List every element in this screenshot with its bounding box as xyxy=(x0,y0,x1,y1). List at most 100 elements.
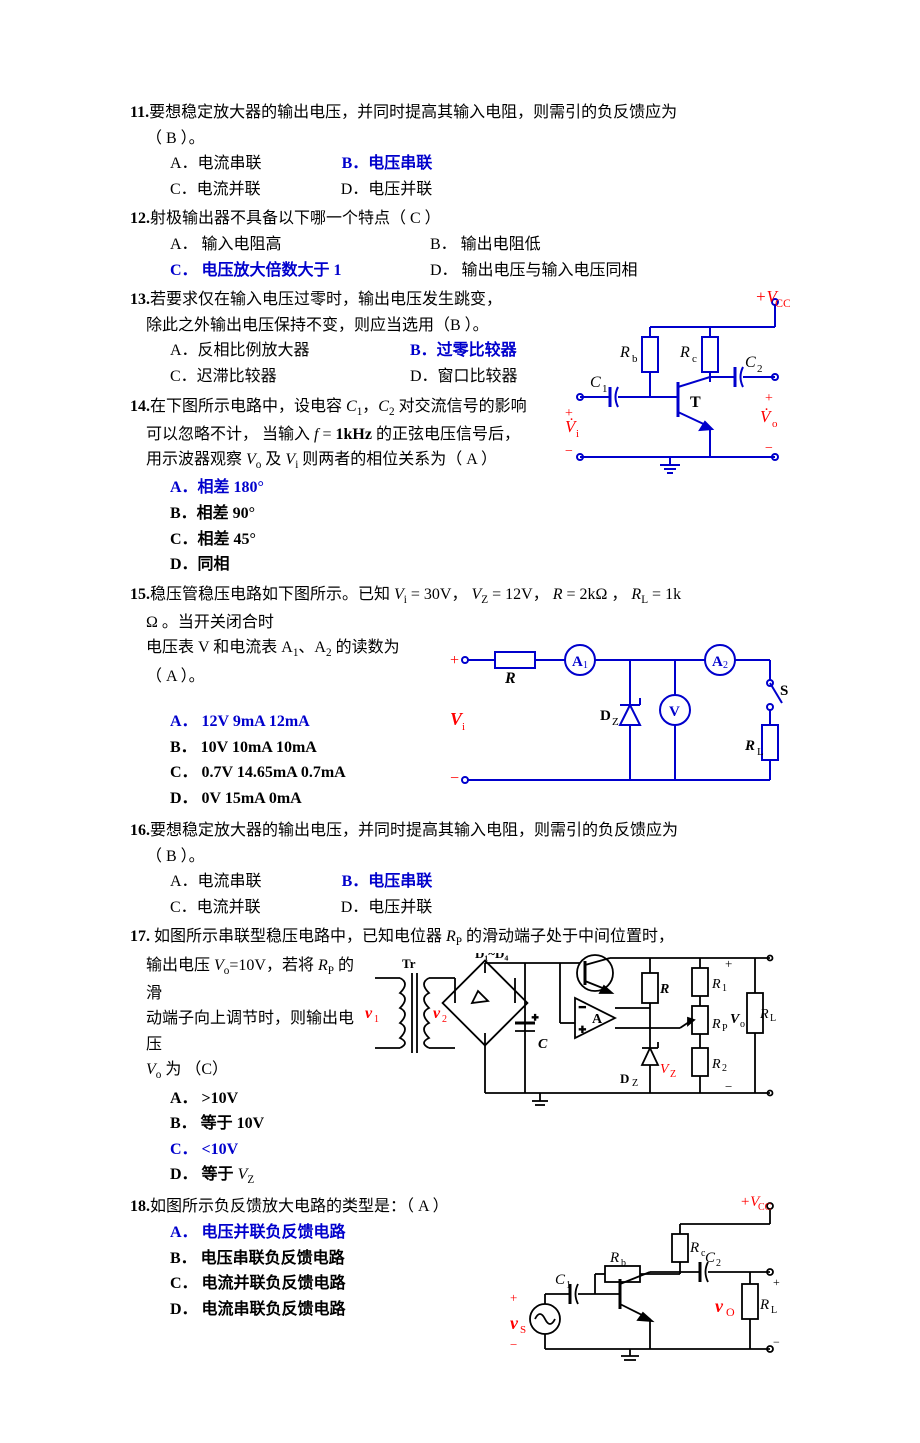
q-stem: 要想稳定放大器的输出电压，并同时提高其输入电阻，则需引的负反馈应为 xyxy=(149,104,677,121)
svg-text:v: v xyxy=(365,1005,373,1022)
svg-text:o: o xyxy=(740,1019,745,1030)
svg-text:c: c xyxy=(692,353,697,365)
q-paren: （ B ）。 xyxy=(130,844,790,870)
svg-text:R: R xyxy=(711,977,721,992)
opt-c: C． 0.7V 14.65mA 0.7mA xyxy=(170,760,450,786)
question-13: 13.若要求仅在输入电压过零时，输出电压发生跳变， 除此之外输出电压保持不变，则… xyxy=(130,287,560,389)
svg-text:C: C xyxy=(538,1037,548,1052)
svg-text:1: 1 xyxy=(566,1280,571,1291)
svg-text:Z: Z xyxy=(632,1078,638,1089)
opt-c: C． <10V xyxy=(170,1137,360,1163)
svg-text:V: V xyxy=(669,704,680,720)
q-stem: 如图所示负反馈放大电路的类型是：（ A ） xyxy=(150,1198,449,1215)
opt-c: C． 电压放大倍数大于 1 xyxy=(170,258,390,284)
svg-text:−: − xyxy=(450,770,459,787)
question-16: 16.要想稳定放大器的输出电压，并同时提高其输入电阻，则需引的负反馈应为 （ B… xyxy=(130,818,790,920)
options: A． >10V B． 等于 10V C． <10V D． 等于 VZ xyxy=(130,1086,360,1191)
opt-b: B． 10V 10mA 10mA xyxy=(170,735,450,761)
svg-text:C: C xyxy=(745,354,756,371)
svg-text:−: − xyxy=(565,444,573,459)
svg-text:S: S xyxy=(780,683,788,699)
opt-a: A．反相比例放大器 xyxy=(170,338,370,364)
svg-text:R: R xyxy=(744,738,755,754)
q-stem2: 输出电压 Vo=10V，若将 RP 的滑 xyxy=(130,953,360,1007)
opt-d: D． 0V 15mA 0mA xyxy=(170,786,450,812)
svg-text:v: v xyxy=(433,1005,441,1022)
q-number: 18. xyxy=(130,1198,150,1215)
q-stem4: Vo 为 （C） xyxy=(130,1057,360,1085)
svg-text:O: O xyxy=(726,1305,735,1319)
svg-text:R: R xyxy=(619,344,630,361)
svg-text:+: + xyxy=(765,391,773,406)
opt-b: B．电压串联 xyxy=(342,151,433,177)
options: A． 输入电阻高 B． 输出电阻低 C． 电压放大倍数大于 1 D． 输出电压与… xyxy=(130,232,790,283)
svg-text:C: C xyxy=(705,1250,716,1266)
svg-text:R: R xyxy=(759,1007,769,1022)
opt-c: C．电流并联 xyxy=(170,177,261,203)
svg-text:D: D xyxy=(620,1071,629,1086)
svg-text:b: b xyxy=(621,1258,626,1269)
svg-text:R: R xyxy=(711,1017,721,1032)
svg-text:L: L xyxy=(757,746,764,758)
svg-text:−: − xyxy=(725,1079,732,1094)
q17-figure: + − + xyxy=(360,953,780,1122)
svg-text:R: R xyxy=(504,670,516,687)
svg-text:T: T xyxy=(690,394,701,411)
q-stem2: 可以忽略不计， 当输入 f = 1kHz 的正弦电压信号后， xyxy=(130,422,560,448)
svg-text:S: S xyxy=(520,1324,526,1336)
q-number: 14. xyxy=(130,398,150,415)
svg-text:D: D xyxy=(600,708,611,724)
svg-text:R: R xyxy=(759,1297,769,1313)
svg-text:R: R xyxy=(679,344,690,361)
q-stem: 射极输出器不具备以下哪一个特点（ C ） xyxy=(150,210,441,227)
q-stem2: Ω 。当开关闭合时 xyxy=(130,610,790,636)
svg-text:R: R xyxy=(659,982,669,997)
question-17: 17. 如图所示串联型稳压电路中，已知电位器 RP 的滑动端子处于中间位置时， … xyxy=(130,924,790,1190)
svg-text:R: R xyxy=(711,1057,721,1072)
opt-b: B．相差 90° xyxy=(170,501,560,527)
q15-figure: R A1 A2 V DZ S RL + Vi − xyxy=(450,635,790,814)
svg-text:+: + xyxy=(532,1012,538,1024)
question-14: 14.在下图所示电路中，设电容 C1，C2 对交流信号的影响 可以忽略不计， 当… xyxy=(130,394,560,578)
opt-d: D．窗口比较器 xyxy=(410,364,518,390)
svg-text:+: + xyxy=(725,956,732,971)
q-stem1: 若要求仅在输入电压过零时，输出电压发生跳变， xyxy=(150,291,502,308)
svg-text:Z: Z xyxy=(670,1069,676,1080)
svg-text:C: C xyxy=(590,374,601,391)
q-number: 16. xyxy=(130,822,150,839)
svg-text:−: − xyxy=(773,1335,780,1349)
q-number: 15. xyxy=(130,586,150,603)
options: A．相差 180° B．相差 90° C．相差 45° D．同相 xyxy=(130,475,560,577)
opt-d: D． 输出电压与输入电压同相 xyxy=(430,258,638,284)
svg-text:Z: Z xyxy=(612,716,619,728)
q13-q14-row: 13.若要求仅在输入电压过零时，输出电压发生跳变， 除此之外输出电压保持不变，则… xyxy=(130,287,790,582)
svg-text:A: A xyxy=(592,1012,603,1027)
opt-d: D． 等于 VZ xyxy=(170,1162,360,1190)
q-stem: 要想稳定放大器的输出电压，并同时提高其输入电阻，则需引的负反馈应为 xyxy=(150,822,678,839)
opt-a: A． >10V xyxy=(170,1086,360,1112)
svg-text:i: i xyxy=(462,721,465,733)
svg-text:CC: CC xyxy=(775,296,790,310)
opt-d: D． 电流串联负反馈电路 xyxy=(170,1297,490,1323)
opt-d: D．同相 xyxy=(170,552,560,578)
svg-text:R: R xyxy=(609,1250,619,1266)
svg-text:2: 2 xyxy=(723,660,728,671)
svg-text:L: L xyxy=(771,1305,777,1316)
opt-b: B． 等于 10V xyxy=(170,1111,360,1137)
q18-figure: +VCC Rb Rc C1 C2 + vS − vO RL + − xyxy=(490,1194,790,1383)
q-number: 11. xyxy=(130,104,149,121)
q-stem3: 电压表 V 和电流表 A1、A2 的读数为（ A ）。 xyxy=(130,635,450,689)
opt-a: A． 电压并联负反馈电路 xyxy=(170,1220,490,1246)
svg-text:+: + xyxy=(773,1275,780,1289)
opt-b: B． 电压串联负反馈电路 xyxy=(170,1246,490,1272)
question-12: 12.射极输出器不具备以下哪一个特点（ C ） A． 输入电阻高 B． 输出电阻… xyxy=(130,206,790,283)
q-stem1: 如图所示串联型稳压电路中，已知电位器 RP 的滑动端子处于中间位置时， xyxy=(150,928,674,945)
svg-text:−: − xyxy=(579,1000,586,1014)
opt-a: A．电流串联 xyxy=(170,869,262,895)
opt-b: B．电压串联 xyxy=(342,869,433,895)
svg-text:T: T xyxy=(590,953,600,957)
svg-text:V: V xyxy=(660,1062,670,1077)
svg-text:+: + xyxy=(510,1290,517,1305)
opt-c: C．迟滞比较器 xyxy=(170,364,370,390)
options: A．电流串联 B．电压串联 C．电流并联 D．电压并联 xyxy=(130,869,790,920)
